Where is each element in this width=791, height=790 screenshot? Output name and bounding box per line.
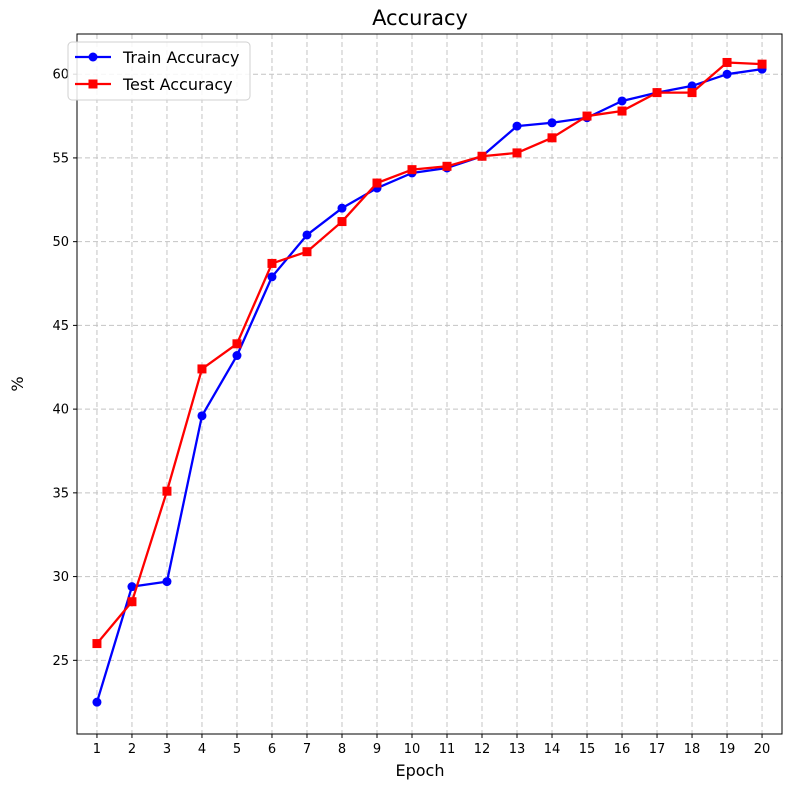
data-point-test — [302, 247, 312, 257]
data-point-test — [617, 106, 627, 116]
data-point-test — [757, 59, 767, 69]
data-point-train — [337, 203, 347, 213]
data-point-test — [162, 486, 172, 496]
x-tick-label: 7 — [303, 742, 311, 757]
y-tick-label: 60 — [52, 68, 69, 83]
x-tick-label: 10 — [404, 742, 421, 757]
data-point-test — [442, 161, 452, 171]
data-point-train — [617, 96, 627, 106]
legend-marker-circle — [88, 52, 98, 62]
data-point-test — [547, 133, 557, 143]
data-point-test — [127, 597, 137, 607]
x-tick-label: 6 — [268, 742, 276, 757]
legend-label: Train Accuracy — [122, 48, 240, 67]
series-line-train — [95, 68, 763, 703]
data-point-train — [197, 411, 207, 421]
data-point-train — [722, 69, 732, 79]
x-tick-label: 14 — [544, 742, 561, 757]
data-point-test — [92, 639, 102, 649]
axis-ticks: 1 2 3 4 5 6 7 8 9 10 11 12 13 14 15 16 17 18 19 20253035404… — [52, 68, 770, 757]
data-point-train — [162, 577, 172, 587]
data-point-train — [302, 230, 312, 240]
data-point-test — [652, 88, 662, 98]
plot-frame — [76, 33, 783, 735]
x-tick-label: 5 — [233, 742, 241, 757]
x-tick-label: 2 — [128, 742, 136, 757]
data-point-test — [337, 217, 347, 227]
x-tick-label: 15 — [579, 742, 596, 757]
data-point-train — [547, 118, 557, 128]
grid — [77, 34, 782, 734]
y-tick-label: 55 — [52, 151, 69, 166]
x-tick-label: 13 — [509, 742, 526, 757]
y-tick-label: 40 — [52, 403, 69, 418]
x-tick-label: 1 — [93, 742, 101, 757]
data-point-test — [407, 165, 417, 175]
y-tick-label: 50 — [52, 235, 69, 250]
data-point-test — [687, 88, 697, 98]
data-point-test — [232, 339, 242, 349]
data-point-train — [92, 697, 102, 707]
data-point-train — [232, 351, 242, 361]
series-layer — [92, 57, 767, 707]
legend-box — [67, 41, 251, 101]
x-tick-label: 18 — [684, 742, 701, 757]
data-point-test — [582, 111, 592, 121]
y-axis-label: % — [8, 376, 27, 391]
y-tick-label: 30 — [52, 570, 69, 585]
legend: Train Accuracy Test Accuracy — [67, 41, 251, 101]
data-point-test — [267, 258, 277, 268]
data-point-train — [127, 582, 137, 592]
y-tick-label: 35 — [52, 486, 69, 501]
data-point-test — [372, 178, 382, 188]
x-tick-label: 12 — [474, 742, 491, 757]
legend-label: Test Accuracy — [122, 75, 233, 94]
series-line-test — [96, 61, 763, 645]
x-tick-label: 8 — [338, 742, 346, 757]
x-tick-label: 17 — [649, 742, 666, 757]
y-tick-label: 25 — [52, 654, 69, 669]
legend-marker-square — [88, 79, 98, 89]
data-point-test — [477, 151, 487, 161]
data-point-test — [512, 148, 522, 158]
data-point-test — [722, 57, 732, 67]
x-tick-label: 4 — [198, 742, 206, 757]
data-point-test — [197, 364, 207, 374]
y-tick-label: 45 — [52, 319, 69, 334]
x-axis-label: Epoch — [396, 761, 445, 780]
data-point-train — [267, 272, 277, 282]
x-tick-label: 11 — [439, 742, 456, 757]
x-tick-label: 9 — [373, 742, 381, 757]
x-tick-label: 19 — [719, 742, 736, 757]
x-tick-label: 3 — [163, 742, 171, 757]
x-tick-label: 16 — [614, 742, 631, 757]
data-point-train — [512, 121, 522, 131]
chart-title: Accuracy — [372, 6, 468, 30]
x-tick-label: 20 — [754, 742, 771, 757]
